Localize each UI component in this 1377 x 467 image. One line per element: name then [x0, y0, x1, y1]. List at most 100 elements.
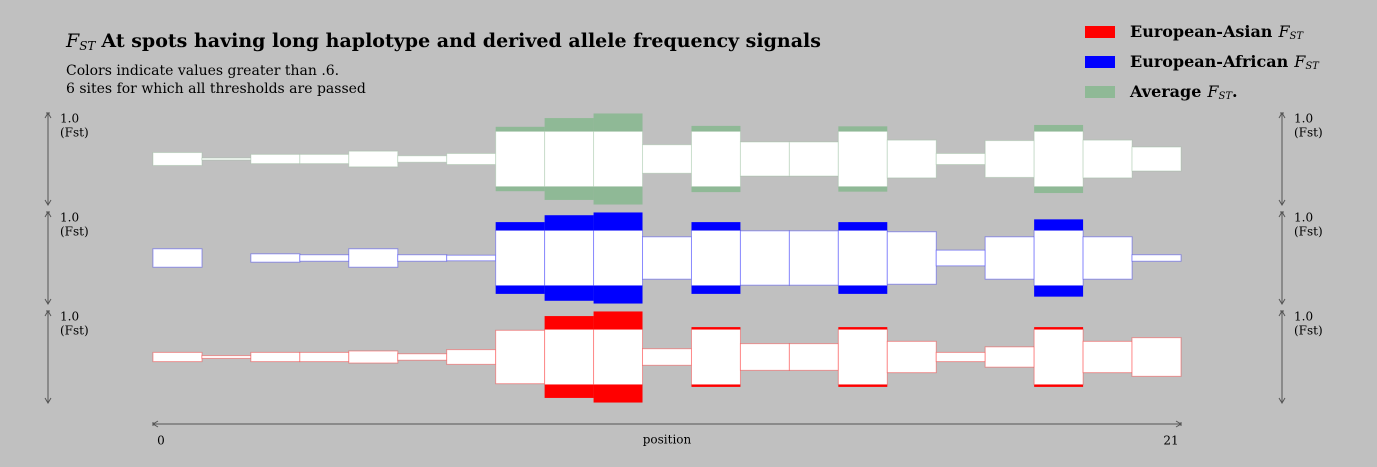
band [348, 350, 399, 364]
band [690, 130, 741, 188]
legend-name: European-African [1130, 52, 1289, 71]
excess-bar [495, 222, 545, 231]
y-axis-label: (Fst) [60, 126, 89, 140]
excess-bar [838, 384, 888, 387]
excess-bar [544, 384, 594, 398]
legend-symbol: F [1277, 22, 1290, 41]
legend-swatch [1085, 56, 1115, 68]
legend-label: European-Asian FST [1130, 22, 1304, 42]
excess-bar [838, 327, 888, 330]
excess-bar [495, 285, 545, 294]
band [152, 351, 203, 363]
band [348, 150, 399, 168]
band [544, 130, 595, 188]
band [348, 248, 399, 268]
band [593, 130, 644, 188]
band [837, 130, 888, 188]
y-axis-label: (Fst) [1294, 225, 1323, 239]
band [446, 254, 497, 262]
chart-title: FST At spots having long haplotype and de… [65, 30, 821, 53]
excess-bar [593, 212, 643, 231]
band [642, 144, 692, 174]
band [446, 349, 497, 365]
legend-label: Average FST. [1129, 82, 1238, 102]
x-tick-label: 21 [1163, 434, 1178, 448]
excess-bar [544, 118, 594, 132]
band [250, 351, 301, 363]
band [788, 343, 839, 371]
legend-symbol-sub: ST [1219, 91, 1234, 102]
excess-bar [593, 384, 643, 403]
band [886, 231, 937, 285]
excess-bar [1034, 186, 1084, 194]
y-axis-label: (Fst) [1294, 126, 1323, 140]
title-symbol-sub: ST [79, 39, 96, 53]
excess-bar [838, 186, 888, 192]
band [837, 328, 888, 386]
y-tick-label: 1.0 [60, 211, 79, 225]
excess-bar [691, 222, 741, 231]
band [837, 229, 888, 287]
excess-bar [691, 384, 741, 387]
excess-bar [544, 285, 594, 301]
band [299, 351, 350, 363]
band [544, 229, 595, 287]
y-axis-label: (Fst) [1294, 324, 1323, 338]
excess-bar [495, 186, 545, 192]
excess-bar [838, 285, 888, 294]
excess-bar [593, 285, 643, 304]
band [446, 152, 497, 166]
band [495, 229, 546, 287]
subtitle: 6 sites for which all thresholds are pas… [66, 81, 366, 97]
band [152, 152, 203, 166]
band [544, 328, 595, 386]
band [397, 254, 448, 262]
band [250, 153, 301, 165]
y-tick-label: 1.0 [60, 310, 79, 324]
legend-name: European-Asian [1130, 22, 1273, 41]
band [1033, 130, 1084, 188]
band [1131, 254, 1182, 262]
legend-swatch [1085, 86, 1115, 98]
excess-bar [838, 126, 888, 132]
band [739, 343, 790, 371]
excess-bar [1034, 327, 1084, 330]
band [935, 351, 986, 363]
band [886, 139, 937, 179]
legend-suffix: . [1232, 82, 1238, 101]
band [397, 155, 448, 163]
legend-label: European-African FST [1130, 52, 1320, 72]
excess-bar [593, 186, 643, 205]
excess-bar [495, 126, 545, 132]
y-tick-label: 1.0 [1294, 112, 1313, 126]
band [593, 328, 644, 386]
band [299, 254, 350, 262]
band [1131, 337, 1182, 377]
excess-bar [691, 285, 741, 294]
legend-symbol: F [1293, 52, 1306, 71]
band [397, 353, 448, 361]
excess-bar [691, 327, 741, 330]
y-tick-label: 1.0 [1294, 211, 1313, 225]
band [984, 236, 1035, 280]
x-tick-label: 0 [157, 434, 165, 448]
band [690, 328, 741, 386]
band [1082, 340, 1133, 374]
excess-bar [593, 113, 643, 132]
band [152, 248, 203, 268]
y-tick-label: 1.0 [1294, 310, 1313, 324]
band [201, 157, 252, 161]
excess-bar [1034, 384, 1084, 387]
excess-bar [544, 316, 594, 330]
band [593, 229, 644, 287]
legend-swatch [1085, 26, 1115, 38]
band [495, 130, 546, 188]
band [642, 236, 692, 280]
band [788, 141, 839, 177]
band [1082, 236, 1133, 280]
band [1082, 139, 1133, 179]
title-text: At spots having long haplotype and deriv… [100, 30, 821, 52]
band [984, 346, 1035, 368]
band [642, 348, 692, 366]
